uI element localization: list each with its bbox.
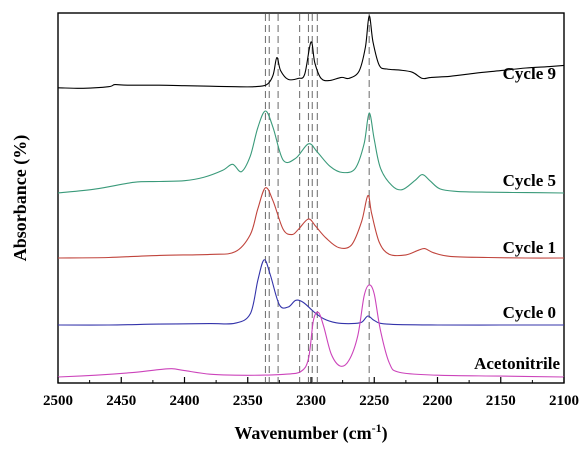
series-label-layer: Cycle 9 Cycle 5 Cycle 1 Cycle 0 Acetonitrile: [474, 64, 560, 373]
series-line-cycle-5: [57, 110, 565, 194]
x-axis-ticks: 2500 2450 2400 2350 2300 2250 2200 2150 2100: [43, 377, 579, 409]
x-tick-label-2500: 2500: [43, 393, 73, 409]
series-label-cycle-5: Cycle 5: [503, 171, 556, 190]
series-label-cycle-1: Cycle 1: [503, 238, 556, 257]
x-axis-label-text: Wavenumber: [234, 423, 338, 443]
x-tick-label-2150: 2150: [486, 393, 516, 409]
x-tick-label-2300: 2300: [296, 393, 326, 409]
y-axis-label: Absorbance (%): [10, 135, 31, 262]
series-label-acetonitrile: Acetonitrile: [474, 354, 560, 373]
x-tick-label-2400: 2400: [170, 393, 200, 409]
series-label-cycle-9: Cycle 9: [503, 64, 556, 83]
series-layer: [57, 15, 565, 378]
x-axis-unit-superscript: -1: [372, 421, 382, 435]
x-axis-unit: (cm: [343, 423, 372, 444]
x-tick-label-2100: 2100: [549, 393, 579, 409]
x-tick-label-2350: 2350: [233, 393, 263, 409]
reference-lines: [264, 14, 370, 382]
x-axis-label: Wavenumber (cm-1): [234, 421, 387, 444]
series-line-cycle-9: [57, 15, 565, 89]
series-line-acetonitrile: [57, 284, 565, 378]
x-tick-label-2450: 2450: [106, 393, 136, 409]
series-line-cycle-1: [57, 187, 565, 259]
series-label-cycle-0: Cycle 0: [503, 303, 556, 322]
series-line-cycle-0: [57, 259, 564, 326]
x-tick-label-2250: 2250: [359, 393, 389, 409]
x-tick-label-2200: 2200: [423, 393, 453, 409]
plot-frame: [57, 12, 565, 384]
x-axis-unit-close: ): [382, 423, 388, 444]
